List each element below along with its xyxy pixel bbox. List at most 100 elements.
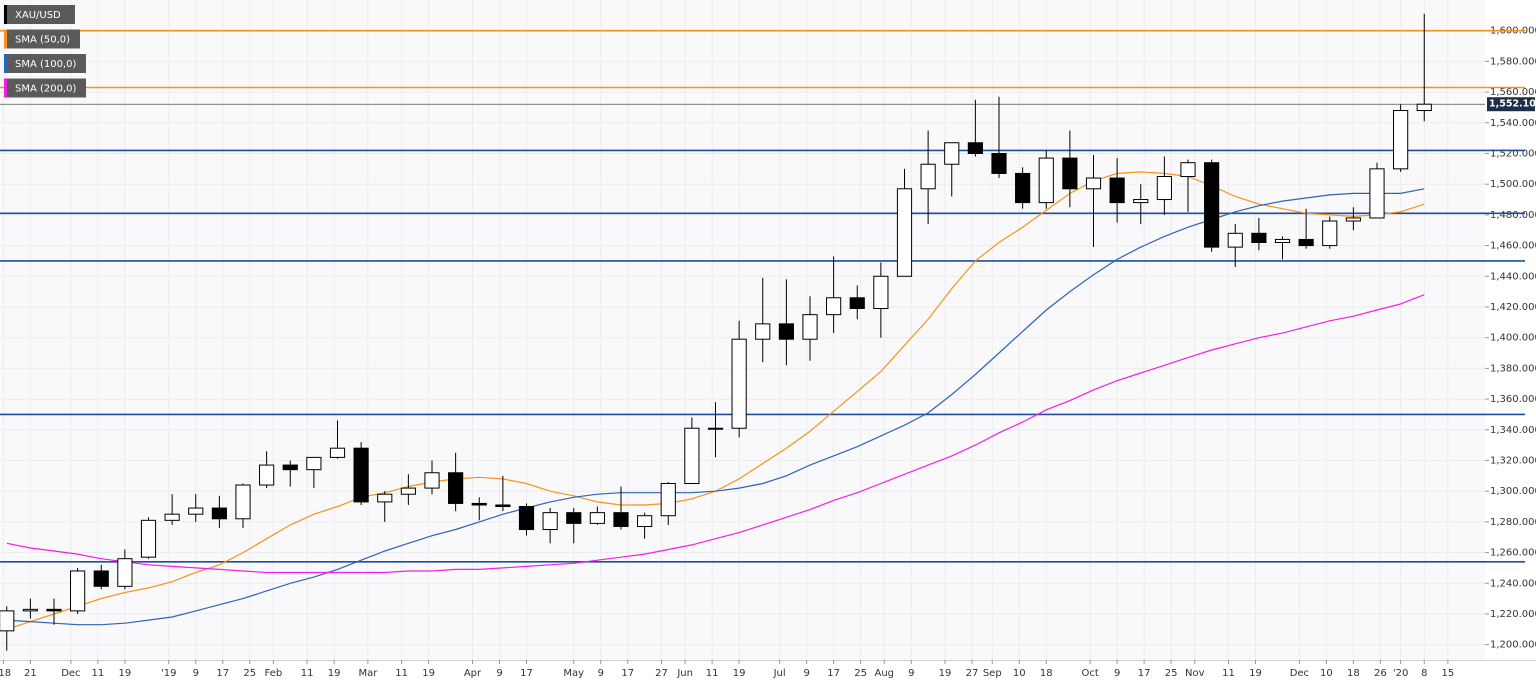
x-tick-label: 11 — [301, 668, 314, 679]
legend-swatch — [4, 29, 7, 49]
candle-body — [920, 163, 936, 190]
y-tick-label: 1,400.0000 — [1490, 333, 1536, 344]
x-tick-label: 11 — [395, 668, 408, 679]
legend-swatch — [4, 54, 7, 73]
x-tick-label: 17 — [1138, 668, 1151, 679]
x-tick-label: Dec — [61, 668, 80, 679]
x-tick-label: Sep — [983, 668, 1002, 679]
y-tick-label: 1,380.0000 — [1490, 363, 1536, 374]
candle-body — [1369, 168, 1385, 219]
candle-body — [1133, 199, 1149, 204]
x-tick-label: 19 — [422, 668, 435, 679]
x-tick-label: Jun — [676, 668, 693, 679]
x-tick-label: Aug — [874, 668, 894, 679]
x-tick-label: 18 — [1040, 668, 1053, 679]
candle-body — [1109, 177, 1125, 204]
y-tick-label: 1,460.0000 — [1490, 241, 1536, 252]
y-tick-label: 1,220.0000 — [1490, 609, 1536, 620]
x-tick-label: Nov — [1185, 668, 1205, 679]
candle-body — [1156, 176, 1172, 201]
x-tick-label: 9 — [598, 668, 604, 679]
candle-body — [589, 512, 605, 524]
legend-swatch — [4, 78, 7, 98]
x-tick-label: 19 — [733, 668, 746, 679]
legend-box — [4, 5, 75, 24]
x-tick-label: Dec — [1290, 668, 1309, 679]
y-tick-label: 1,500.0000 — [1490, 179, 1536, 190]
y-tick-label: 1,420.0000 — [1490, 302, 1536, 313]
x-tick-label: 25 — [1165, 668, 1178, 679]
candle-body — [566, 512, 582, 524]
x-tick-label: 21 — [24, 668, 37, 679]
x-tick-label: '18 — [0, 668, 11, 679]
candle-body — [660, 482, 676, 517]
x-tick-label: 9 — [908, 668, 914, 679]
candle-body — [282, 464, 298, 471]
x-tick-label: 8 — [1421, 668, 1427, 679]
x-tick-label: '19 — [161, 668, 176, 679]
legend-box — [4, 54, 86, 73]
candle-body — [400, 487, 416, 495]
x-tick-label: 15 — [1442, 668, 1455, 679]
x-tick-label: 11 — [706, 668, 719, 679]
x-tick-label: 19 — [328, 668, 341, 679]
legend-label: SMA (50,0) — [15, 35, 70, 46]
x-tick-label: 27 — [655, 668, 668, 679]
x-tick-label: 9 — [496, 668, 502, 679]
candle-body — [1251, 232, 1267, 244]
candle-body — [1416, 103, 1432, 112]
candle-body — [944, 142, 960, 165]
candle-body — [896, 188, 913, 277]
x-tick-label: 9 — [193, 668, 199, 679]
x-tick-label: 19 — [1249, 668, 1262, 679]
sma-line — [6, 294, 1425, 574]
candle-body — [637, 515, 653, 527]
candle-body — [353, 447, 369, 503]
candle-body — [542, 512, 558, 531]
candle-body — [448, 472, 464, 504]
candle-body — [1274, 238, 1291, 244]
x-tick-label: May — [563, 668, 584, 679]
candle-body — [1204, 162, 1220, 248]
candle-body — [259, 464, 275, 486]
candle-body — [1038, 157, 1054, 204]
candle-body — [1393, 110, 1409, 170]
candle-body — [1062, 157, 1078, 190]
x-tick-label: 9 — [1114, 668, 1120, 679]
candle-body — [329, 447, 346, 458]
x-tick-label: 19 — [119, 668, 132, 679]
legend-box — [4, 29, 80, 49]
y-tick-label: 1,540.0000 — [1490, 118, 1536, 129]
candle-body — [778, 323, 794, 340]
candle-body — [495, 504, 511, 508]
candle-body — [684, 427, 700, 484]
candle-body — [967, 142, 983, 154]
candle-body — [1322, 220, 1338, 247]
x-tick-label: 17 — [827, 668, 840, 679]
y-tick-label: 1,320.0000 — [1490, 455, 1536, 466]
y-tick-label: 1,360.0000 — [1490, 394, 1536, 405]
candle-body — [613, 512, 629, 527]
candle-body — [211, 507, 227, 520]
x-tick-label: '20 — [1393, 668, 1408, 679]
x-tick-label: 11 — [92, 668, 105, 679]
y-tick-label: 1,560.0000 — [1490, 87, 1536, 98]
y-tick-label: 1,200.0000 — [1490, 640, 1536, 651]
legend-label: XAU/USD — [15, 10, 61, 21]
y-tick-label: 1,260.0000 — [1490, 548, 1536, 559]
candle-body — [873, 275, 889, 310]
candle-body — [471, 502, 487, 506]
y-tick-label: 1,580.0000 — [1490, 56, 1536, 67]
x-tick-label: 18 — [1347, 668, 1360, 679]
x-tick-label: 27 — [966, 668, 979, 679]
y-tick-label: 1,480.0000 — [1490, 210, 1536, 221]
x-tick-label: Jul — [773, 668, 786, 679]
x-tick-label: Mar — [358, 668, 378, 679]
candle-body — [826, 297, 842, 316]
legend-label: SMA (200,0) — [15, 84, 77, 95]
candle-body — [707, 427, 724, 430]
y-tick-label: 1,440.0000 — [1490, 271, 1536, 282]
x-tick-label: 11 — [1222, 668, 1235, 679]
